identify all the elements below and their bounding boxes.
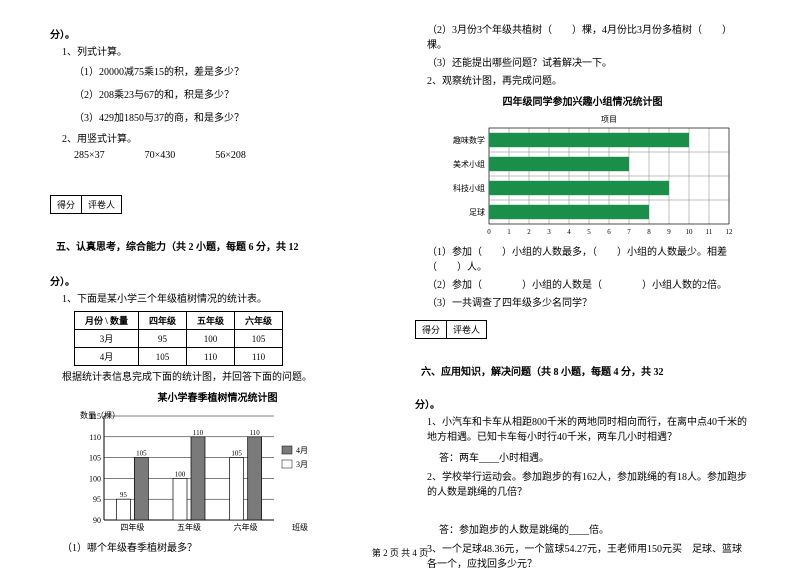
table-head: 月份 \ 数量 四年级 五年级 六年级	[75, 312, 283, 330]
chart2-title: 四年级同学参加兴趣小组情况统计图	[415, 93, 750, 108]
svg-text:6: 6	[607, 228, 611, 236]
q2c: 56×208	[215, 150, 246, 161]
svg-text:90: 90	[93, 516, 101, 525]
chart1-svg: 909510010511011595105四年级100110五年级105110六…	[74, 408, 334, 538]
q2: 2、用竖式计算。	[62, 132, 385, 147]
section-6-title: 六、应用知识，解决问题（共 8 小题，每题 4 分，共 32	[421, 359, 664, 378]
th1: 四年级	[139, 312, 187, 330]
svg-text:100: 100	[175, 470, 186, 478]
svg-text:10: 10	[686, 228, 694, 236]
q2-row: 285×37 70×430 56×208	[74, 150, 385, 161]
svg-text:科技小组: 科技小组	[453, 183, 485, 193]
chart1-title: 某小学春季植树情况统计图	[50, 389, 385, 404]
score-box: 得分 评卷人	[415, 320, 487, 339]
svg-text:五年级: 五年级	[177, 522, 201, 532]
score-row-5: 得分 评卷人 五、认真思考，综合能力（共 2 小题，每题 6 分，共 12	[50, 189, 385, 253]
svg-text:趣味数学: 趣味数学	[453, 135, 485, 145]
r2c: （3）一共调查了四年级多少名同学？	[427, 296, 750, 311]
table-row: 4月 105 110 110	[75, 348, 283, 366]
svg-text:0: 0	[487, 228, 491, 236]
q3: 1、下面是某小学三个年级植树情况的统计表。	[62, 292, 385, 307]
app-q1: 1、小汽车和卡车从相距800千米的两地同时相向而行，在离中点40千米的地方相遇。…	[427, 415, 750, 445]
svg-text:5: 5	[587, 228, 591, 236]
grader-label: 评卷人	[447, 321, 486, 338]
section-5-title: 五、认真思考，综合能力（共 2 小题，每题 6 分，共 12	[56, 234, 299, 253]
q2b: 70×430	[145, 150, 176, 161]
svg-text:六年级: 六年级	[234, 522, 258, 532]
svg-text:95: 95	[93, 495, 101, 504]
left-column: 分）。 1、列式计算。 （1）20000减75乘15的积，差是多少？ （2）20…	[50, 20, 385, 575]
svg-text:2: 2	[527, 228, 531, 236]
svg-text:1: 1	[507, 228, 511, 236]
q1b: （2）208乘23与67的和，积是多少？	[74, 86, 385, 101]
svg-text:3月: 3月	[296, 460, 308, 469]
svg-text:95: 95	[120, 491, 128, 499]
svg-text:110: 110	[89, 433, 101, 442]
chart2-svg: 0123456789101112趣味数学美术小组科技小组足球项目	[439, 112, 739, 242]
th0: 月份 \ 数量	[75, 312, 139, 330]
svg-text:班级: 班级	[292, 522, 308, 532]
r1a: （2）3月份3个年级共植树（ ）棵，4月份比3月份多植树（ ）棵。	[427, 23, 750, 53]
svg-text:美术小组: 美术小组	[453, 159, 485, 169]
q1: 1、列式计算。	[62, 45, 385, 60]
page-footer: 第 2 页 共 4 页	[0, 546, 800, 559]
score-label: 得分	[51, 196, 82, 213]
score-row-6: 得分 评卷人 六、应用知识，解决问题（共 8 小题，每题 4 分，共 32	[415, 314, 750, 378]
ans2: 答：参加跑步的人数是跳绳的____倍。	[439, 521, 750, 536]
score-box: 得分 评卷人	[50, 195, 122, 214]
svg-text:3: 3	[547, 228, 551, 236]
q3note: 根据统计表信息完成下面的统计图，并回答下面的问题。	[62, 370, 385, 385]
planting-table: 月份 \ 数量 四年级 五年级 六年级 3月 95 100 105 4月 105…	[74, 311, 283, 366]
th2: 五年级	[187, 312, 235, 330]
q1a: （1）20000减75乘15的积，差是多少？	[74, 63, 385, 78]
svg-text:12: 12	[726, 228, 734, 236]
svg-text:项目: 项目	[601, 115, 617, 124]
right-column: （2）3月份3个年级共植树（ ）棵，4月份比3月份多植树（ ）棵。 （3）还能提…	[415, 20, 750, 575]
r-q2: 2、观察统计图，再完成问题。	[427, 74, 750, 89]
svg-text:105: 105	[89, 454, 101, 463]
page-container: 分）。 1、列式计算。 （1）20000减75乘15的积，差是多少？ （2）20…	[0, 0, 800, 585]
fen-suffix-2: 分）。	[50, 273, 385, 288]
svg-text:四年级: 四年级	[120, 522, 144, 532]
svg-text:110: 110	[250, 429, 261, 437]
ans1: 答：两车____小时相遇。	[439, 449, 750, 464]
r2b: （2）参加（ ）小组的人数是（ ）小组人数的2倍。	[427, 278, 750, 293]
svg-text:9: 9	[667, 228, 671, 236]
fen-suffix: 分）。	[50, 26, 385, 41]
q1c: （3）429加1850与37的商，和是多少？	[74, 109, 385, 124]
svg-text:105: 105	[231, 450, 242, 458]
svg-text:8: 8	[647, 228, 651, 236]
r1b: （3）还能提出哪些问题？试着解决一下。	[427, 56, 750, 71]
svg-text:11: 11	[706, 228, 713, 236]
svg-text:100: 100	[89, 474, 101, 483]
svg-text:105: 105	[136, 450, 147, 458]
grader-label: 评卷人	[82, 196, 121, 213]
score-label: 得分	[416, 321, 447, 338]
svg-text:4月: 4月	[296, 446, 308, 455]
svg-text:数量（棵）: 数量（棵）	[80, 410, 120, 420]
r2a: （1）参加（ ）小组的人数最多，（ ）小组的人数最少。相差（ ）人。	[427, 245, 750, 275]
fen-suffix-3: 分）。	[415, 396, 750, 411]
app-q2: 2、学校举行运动会。参加跑步的有162人，参加跳绳的有18人。参加跑步的人数是跳…	[427, 470, 750, 500]
table-row: 3月 95 100 105	[75, 330, 283, 348]
q2a: 285×37	[74, 150, 105, 161]
svg-text:4: 4	[567, 228, 571, 236]
svg-text:7: 7	[627, 228, 631, 236]
th3: 六年级	[235, 312, 283, 330]
svg-text:110: 110	[193, 429, 204, 437]
svg-text:足球: 足球	[469, 207, 485, 217]
